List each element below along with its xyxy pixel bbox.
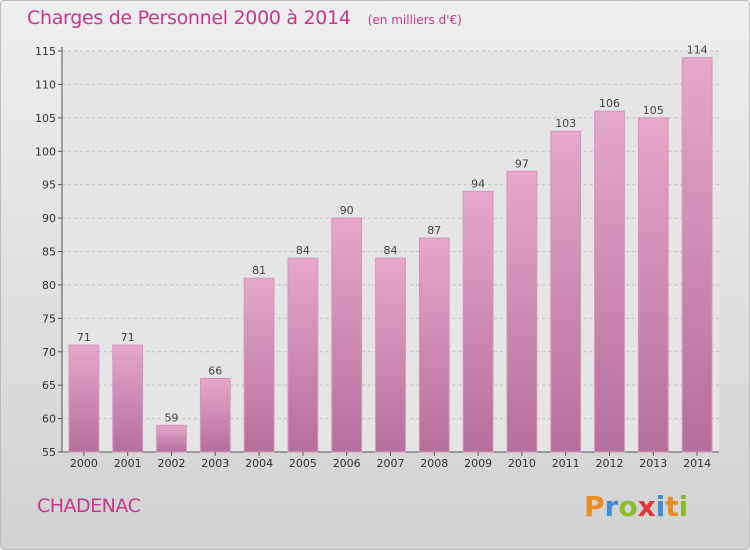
bar-2002 xyxy=(156,424,187,453)
data-label-2006: 90 xyxy=(340,204,354,217)
proxiti-logo: Proxiti xyxy=(584,490,688,523)
data-label-2010: 97 xyxy=(515,157,529,170)
bar-2013 xyxy=(637,117,669,453)
brand-letter: i xyxy=(678,490,689,523)
data-label-2000: 71 xyxy=(77,331,91,344)
data-label-2004: 81 xyxy=(252,264,266,277)
x-tick-label-2001: 2001 xyxy=(114,457,142,470)
bar-2011 xyxy=(550,130,582,453)
y-tick-label: 80 xyxy=(42,279,56,292)
x-tick-label-2009: 2009 xyxy=(464,457,492,470)
chart-subtitle: (en milliers d'€) xyxy=(367,13,462,27)
title-row: Charges de Personnel 2000 à 2014 (en mil… xyxy=(27,7,462,29)
x-tick-label-2013: 2013 xyxy=(639,457,667,470)
x-tick-label-2004: 2004 xyxy=(245,457,273,470)
bar-2000 xyxy=(68,344,100,453)
y-tick-label: 70 xyxy=(42,346,56,359)
brand-letter: i xyxy=(655,490,666,523)
data-label-2014: 114 xyxy=(687,44,708,57)
y-tick-label: 110 xyxy=(35,78,56,91)
bar-2012 xyxy=(594,110,625,453)
y-tick-label: 75 xyxy=(42,312,56,325)
data-label-2007: 84 xyxy=(384,244,398,257)
y-tick-label: 85 xyxy=(42,246,56,259)
y-tick-label: 65 xyxy=(42,379,56,392)
bar-2001 xyxy=(112,344,144,453)
bar-2005 xyxy=(287,257,319,453)
data-label-2003: 66 xyxy=(208,364,222,377)
bar-2006 xyxy=(331,217,363,453)
y-tick-label: 115 xyxy=(35,45,56,58)
x-tick-label-2002: 2002 xyxy=(158,457,186,470)
x-tick-label-2014: 2014 xyxy=(683,457,711,470)
x-tick-label-2007: 2007 xyxy=(377,457,405,470)
y-tick-label: 95 xyxy=(42,179,56,192)
data-label-2012: 106 xyxy=(599,97,620,110)
brand-letter: r xyxy=(604,490,619,523)
x-tick-label-2011: 2011 xyxy=(552,457,580,470)
brand-letter: t xyxy=(665,490,679,523)
commune-name: CHADENAC xyxy=(37,495,141,517)
bar-2007 xyxy=(375,257,406,453)
data-label-2011: 103 xyxy=(555,117,576,130)
brand-letter: x xyxy=(637,490,656,523)
x-tick-label-2000: 2000 xyxy=(70,457,98,470)
data-label-2005: 84 xyxy=(296,244,310,257)
x-tick-label-2012: 2012 xyxy=(596,457,624,470)
brand-letter: P xyxy=(584,490,605,523)
data-label-2001: 71 xyxy=(121,331,135,344)
y-tick-label: 100 xyxy=(35,145,56,158)
bar-2009 xyxy=(462,190,494,453)
x-tick-label-2008: 2008 xyxy=(420,457,448,470)
bar-2014 xyxy=(681,57,713,453)
data-label-2002: 59 xyxy=(165,411,179,424)
data-label-2008: 87 xyxy=(427,224,441,237)
y-tick-label: 90 xyxy=(42,212,56,225)
y-tick-label: 55 xyxy=(42,446,56,459)
x-tick-label-2005: 2005 xyxy=(289,457,317,470)
brand-letter: o xyxy=(618,490,638,523)
bar-2003 xyxy=(199,377,231,453)
y-tick-label: 60 xyxy=(42,413,56,426)
chart-title: Charges de Personnel 2000 à 2014 xyxy=(27,7,351,29)
x-tick-label-2003: 2003 xyxy=(201,457,229,470)
y-tick-label: 105 xyxy=(35,112,56,125)
data-label-2013: 105 xyxy=(643,104,664,117)
bar-2008 xyxy=(418,237,450,453)
data-label-2009: 94 xyxy=(471,177,485,190)
bar-2004 xyxy=(243,277,275,453)
x-tick-label-2010: 2010 xyxy=(508,457,536,470)
bar-2010 xyxy=(506,170,538,453)
x-tick-label-2006: 2006 xyxy=(333,457,361,470)
